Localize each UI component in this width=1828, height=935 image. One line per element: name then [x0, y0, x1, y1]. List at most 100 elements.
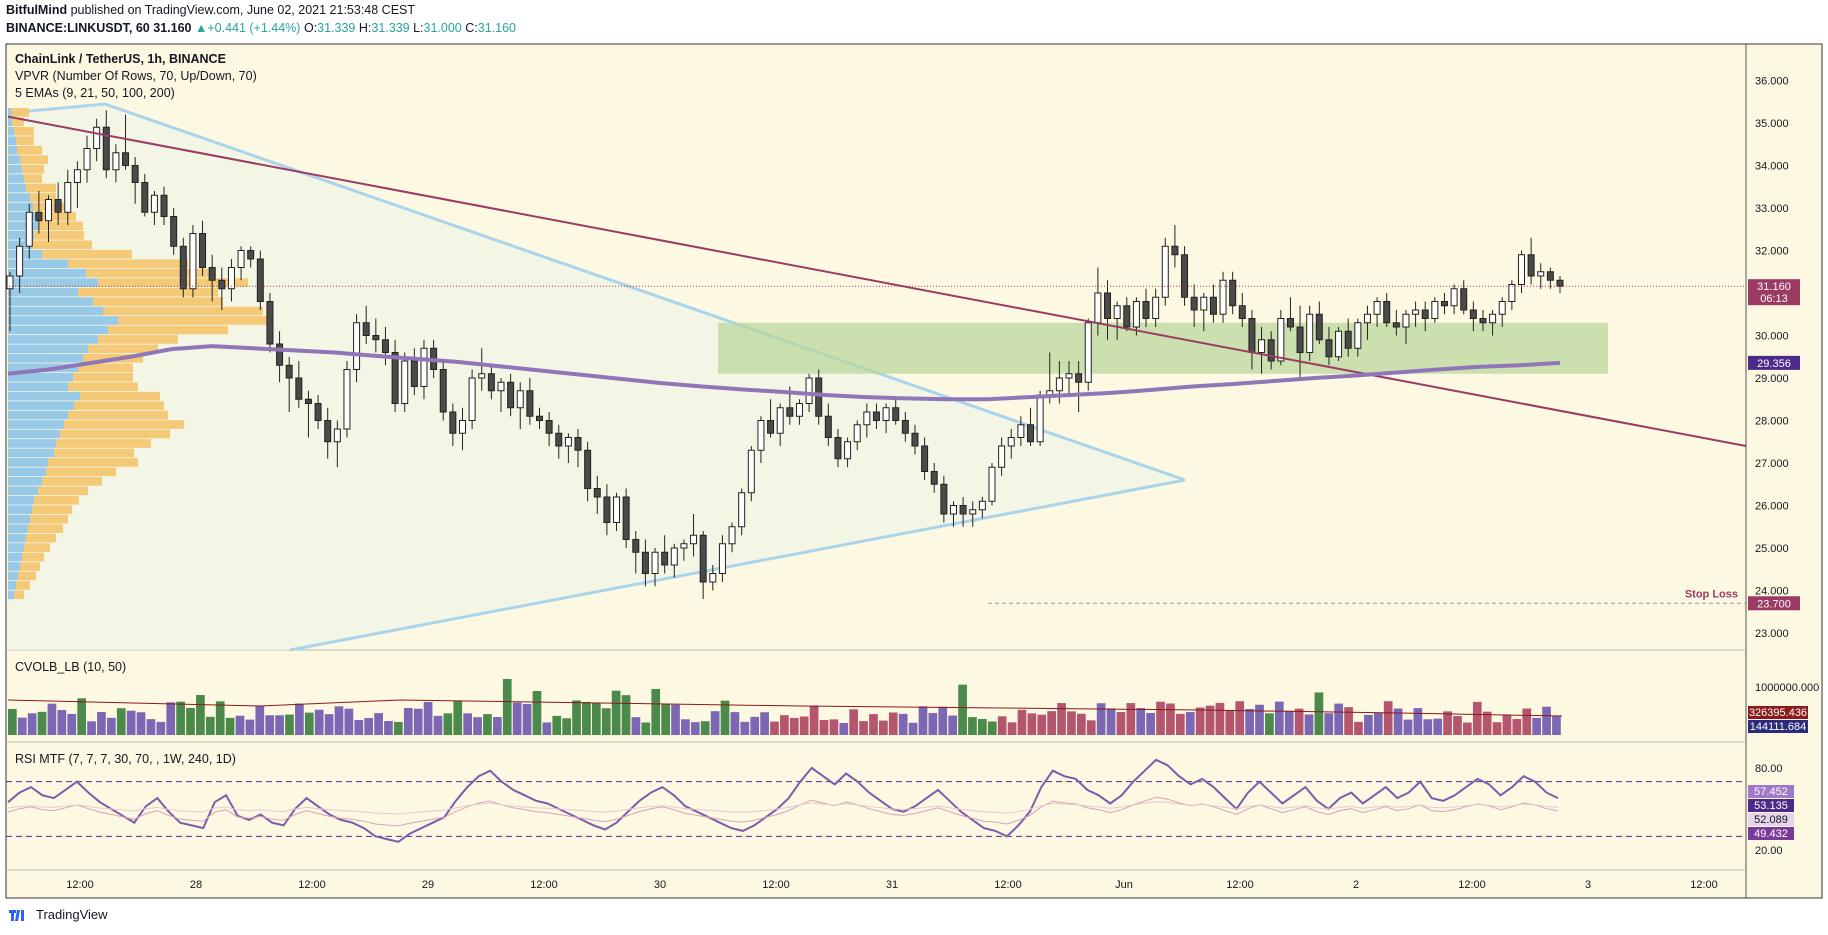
volume-bar [324, 714, 334, 735]
volume-bar [245, 719, 255, 735]
candle-down [170, 216, 178, 247]
candle-down [285, 364, 293, 379]
ema-legend[interactable]: 5 EMAs (9, 21, 50, 100, 200) [15, 86, 175, 100]
volume-bar [1195, 707, 1205, 735]
volume-bar [918, 706, 928, 735]
volume-bar [968, 717, 977, 735]
volume-bar [344, 708, 354, 735]
volume-bar [196, 694, 205, 735]
candle-down [199, 233, 207, 268]
candle-up [795, 403, 803, 417]
candle-up [998, 445, 1006, 468]
time-tick-label: 2 [1353, 879, 1359, 891]
volume-profile-up-bar [8, 391, 80, 401]
price-tick-label: 36.000 [1755, 76, 1789, 88]
rsi-label-box [1748, 827, 1794, 840]
volume-bar [1245, 709, 1254, 735]
volume-bar [760, 712, 769, 735]
volume-profile-up-bar [8, 231, 34, 240]
volume-profile-down-bar [98, 278, 248, 287]
chart-title: ChainLink / TetherUS, 1h, BINANCE [15, 52, 226, 66]
candle-down [593, 488, 601, 498]
volume-bar [1512, 718, 1522, 735]
volume-profile-up-bar [8, 117, 12, 127]
candle-down [160, 194, 168, 217]
candle-up [227, 267, 235, 290]
footer-brand-text: TradingView [36, 907, 108, 922]
volume-bar [1413, 708, 1423, 735]
volume-bar [67, 713, 77, 735]
volume-bar [423, 701, 433, 735]
volume-bar [374, 713, 383, 735]
volume-bar [1334, 703, 1344, 735]
volume-profile-down-bar [68, 410, 168, 420]
volume-bar [186, 707, 195, 735]
volume-profile-up-bar [8, 259, 68, 269]
rsi-mtf-line [7, 796, 1559, 827]
candle-up [969, 509, 977, 515]
cvol-legend[interactable]: CVOLB_LB (10, 50) [15, 660, 127, 674]
volume-bar [1542, 706, 1551, 735]
publish-info: published on TradingView.com, June 02, 2… [70, 3, 416, 17]
volume-profile-up-bar [8, 410, 68, 420]
volume-bar [285, 714, 294, 735]
volume-bar [700, 721, 710, 735]
author-name[interactable]: BitfulMind [6, 3, 68, 17]
candle-up [478, 373, 486, 379]
rsi-legend[interactable]: RSI MTF (7, 7, 7, 30, 70, , 1W, 240, 1D) [15, 752, 236, 766]
candle-down [1469, 309, 1477, 319]
volume-bar [433, 715, 443, 735]
volume-bar [770, 721, 779, 735]
candle-down [824, 415, 832, 438]
candle-down [1421, 309, 1429, 319]
candle-down [1171, 245, 1179, 256]
candle-down [122, 152, 130, 166]
footer-brand[interactable]: TradingView [8, 907, 108, 922]
candle-up [1363, 313, 1371, 324]
volume-label-text: 144111.684 [1750, 721, 1806, 733]
price-tick-label: 26.000 [1755, 501, 1789, 513]
vpvr-legend[interactable]: VPVR (Number Of Rows, 70, Up/Down, 70) [15, 69, 257, 83]
candle-down [872, 411, 880, 421]
candle-down [1229, 279, 1237, 307]
volume-bar [1502, 714, 1512, 735]
volume-profile-down-bar [34, 231, 84, 240]
volume-profile-up-bar [8, 354, 83, 363]
volume-profile-down-bar [24, 543, 50, 552]
volume-profile-up-bar [8, 495, 34, 505]
volume-bar [1126, 703, 1136, 735]
volume-ma-line [7, 699, 1563, 717]
candle-up [401, 360, 409, 404]
candle-down [767, 420, 775, 434]
volume-bar [493, 717, 502, 735]
volume-bar [17, 717, 27, 735]
candle-up [1017, 424, 1025, 438]
volume-profile-down-bar [26, 183, 56, 193]
volume-bar [978, 718, 987, 735]
time-tick-label: 3 [1585, 879, 1591, 891]
candle-up [949, 505, 957, 515]
volume-bar [987, 721, 997, 735]
volume-bar [156, 721, 166, 735]
volume-bar [1383, 701, 1393, 735]
volume-profile-up-bar [8, 316, 118, 325]
tradingview-logo-icon [9, 909, 24, 921]
volume-bar [1017, 709, 1027, 735]
candle-down [391, 352, 399, 404]
candle-up [709, 573, 717, 583]
candle-down [1527, 254, 1535, 277]
volume-profile-down-bar [36, 212, 76, 221]
volume-bar [512, 702, 522, 735]
volume-bar [879, 720, 888, 735]
candle-down [324, 420, 332, 443]
low-label: L: [413, 21, 424, 35]
volume-bar [1314, 692, 1324, 735]
volume-bar [453, 700, 463, 735]
volume-bar [631, 717, 641, 735]
candle-down [1123, 305, 1131, 328]
candle-up [1537, 271, 1545, 277]
volume-bar [304, 712, 314, 735]
candle-down [574, 437, 582, 451]
volume-bar [552, 715, 562, 735]
